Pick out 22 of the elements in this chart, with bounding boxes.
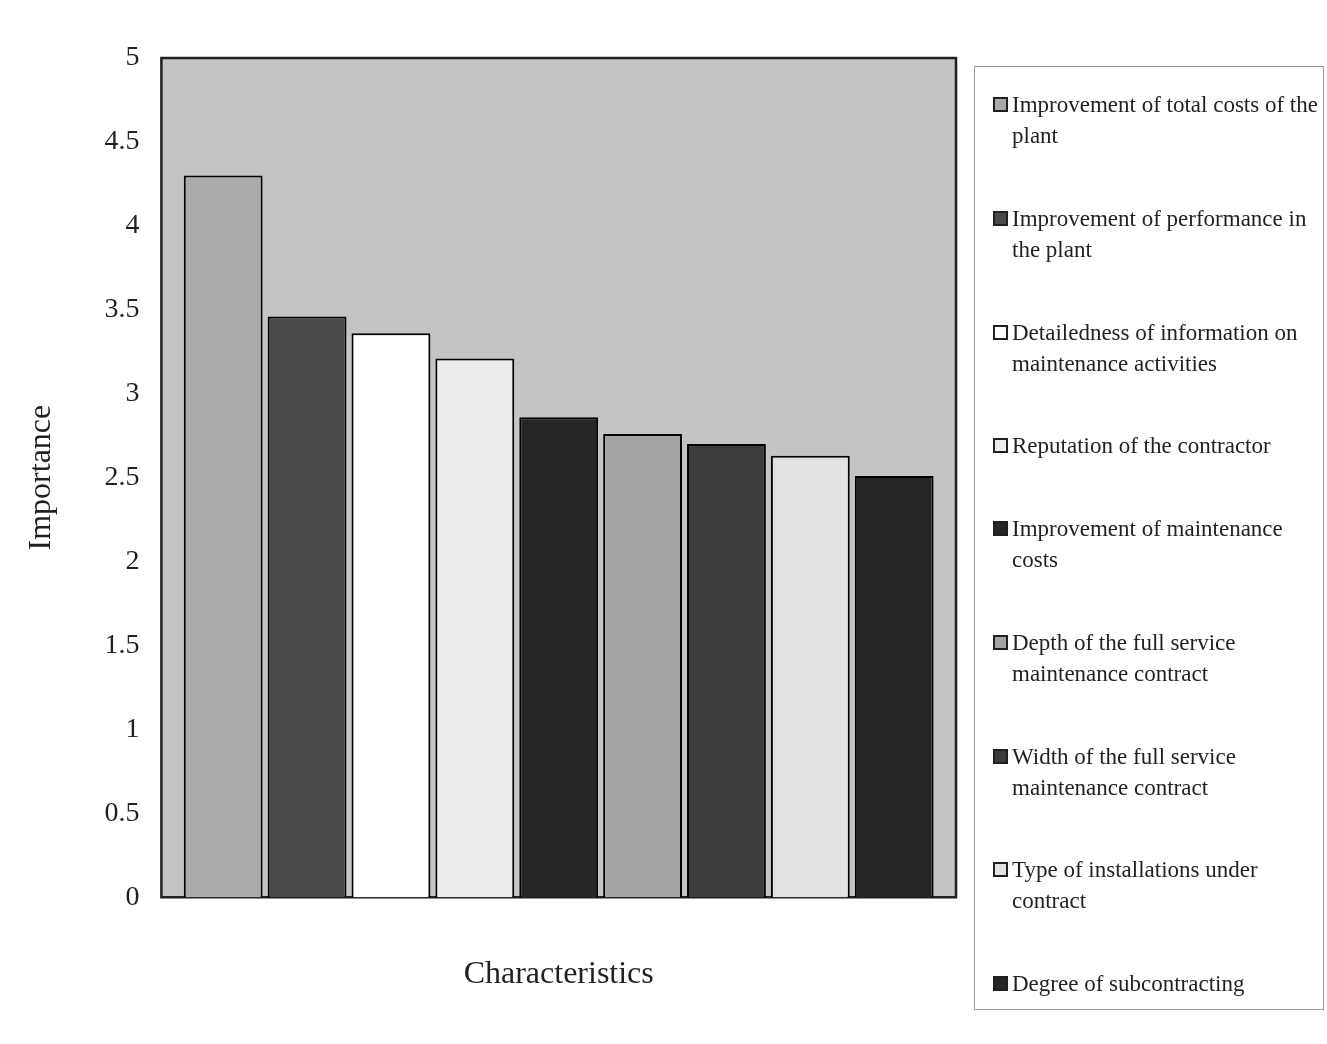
legend-label: Improvement of total costs of the plant — [1012, 91, 1319, 150]
y-tick-label: 1 — [125, 711, 140, 743]
y-tick-label: 3 — [125, 376, 140, 408]
y-tick-label: 4 — [125, 208, 140, 240]
y-tick-label: 5 — [125, 40, 140, 72]
y-tick-label: 2 — [125, 543, 140, 575]
legend-label: Degree of subcontracting — [1012, 970, 1245, 998]
x-axis-title: Characteristics — [463, 954, 654, 991]
legend-label: Detailedness of information on maintenance activities — [1012, 318, 1299, 378]
legend-label: Reputation of the contractor — [1012, 432, 1271, 461]
legend-label: Depth of the full service maintenance contract — [1012, 628, 1237, 688]
legend-label: Type of installations under contract — [1012, 856, 1259, 916]
legend-label: Width of the full service maintenance contract — [1012, 742, 1237, 802]
y-tick-label: 0.5 — [104, 795, 140, 827]
y-axis-title: Importance — [20, 404, 57, 551]
y-tick-label: 3.5 — [104, 292, 140, 324]
legend-label: Improvement of maintenance costs — [1012, 515, 1284, 574]
legend-label: Improvement of performance in the plant — [1012, 204, 1308, 264]
y-tick-label: 1.5 — [104, 627, 140, 659]
y-tick-label: 0 — [125, 879, 140, 911]
y-tick-label: 4.5 — [104, 124, 140, 156]
y-tick-label: 2.5 — [104, 459, 140, 491]
